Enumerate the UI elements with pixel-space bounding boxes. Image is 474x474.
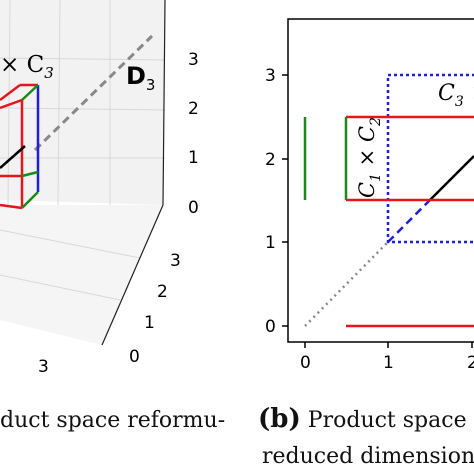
c1-c2-label: C1 × C2 (355, 117, 384, 198)
z-tick: 2 (188, 99, 199, 119)
x-tick: 0 (300, 353, 311, 373)
y-tick: 2 (265, 150, 276, 170)
x-tick: 1 (383, 353, 394, 373)
y-tick: 2 (157, 282, 168, 302)
product-label: × C3 (0, 52, 54, 82)
y-tick-labels: 3 2 1 0 (129, 251, 181, 367)
y-tick: 1 (144, 313, 155, 333)
diagonal-dashed-line (33, 34, 154, 152)
x-tick-labels-b: 0 1 2 (300, 353, 474, 373)
y-tick-marks (282, 74, 288, 327)
panel-b: 3 2 1 0 0 1 2 C3 × (265, 18, 474, 373)
y-tick: 0 (129, 347, 140, 367)
solid-segment (0, 145, 26, 169)
caption-a: duct space reformu- (0, 408, 226, 433)
c3-label: C3 × (438, 81, 474, 110)
panel-a: × C3 D3 3 2 1 0 3 2 1 0 3 (0, 0, 199, 377)
diagonal-solid (429, 155, 474, 201)
y-tick-labels-b: 3 2 1 0 (265, 66, 276, 337)
z-tick-labels: 3 2 1 0 (188, 50, 199, 218)
diagonal-dotted-line (304, 241, 389, 327)
z-tick: 1 (188, 148, 199, 168)
floor-pane (0, 205, 163, 345)
y-tick: 0 (265, 317, 276, 337)
x-tick: 3 (38, 357, 49, 377)
x-tick: 2 (467, 353, 474, 373)
c3-region (386, 73, 474, 244)
y-tick: 3 (170, 251, 181, 271)
diagonal-blue-dashed (387, 199, 431, 243)
z-tick: 0 (188, 198, 199, 218)
y-tick: 1 (265, 233, 276, 253)
x-tick-marks (304, 342, 473, 348)
z-axis-edge (162, 0, 166, 206)
box-3d (0, 83, 40, 210)
y-tick: 3 (265, 66, 276, 86)
y-axis-edge (101, 204, 164, 346)
z-tick: 3 (188, 50, 199, 70)
caption-b-line2: reduced dimension (262, 444, 474, 469)
d3-label: D3 (126, 62, 155, 94)
caption-b: (b) Product space r (258, 404, 474, 434)
